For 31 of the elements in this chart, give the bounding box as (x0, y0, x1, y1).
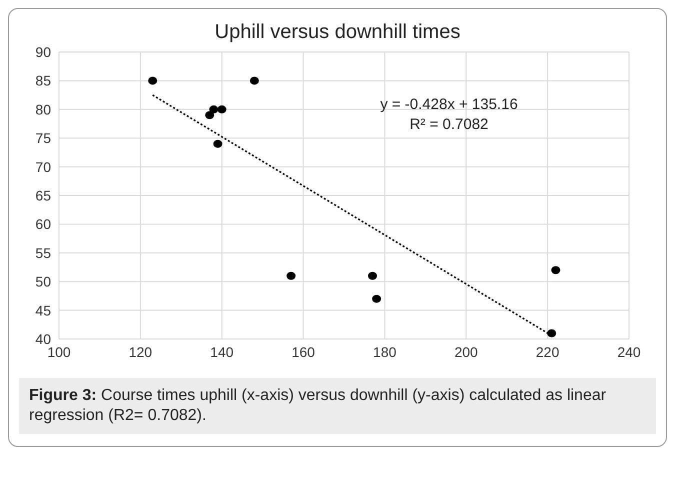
y-tick-label: 85 (35, 72, 52, 89)
point (551, 266, 560, 274)
x-tick-label: 180 (373, 344, 397, 360)
point (148, 76, 158, 85)
y-tick-label: 75 (35, 130, 52, 146)
y-tick-label: 55 (35, 244, 52, 261)
annotation: R² = 0.7082 (408, 116, 490, 133)
caption: Figure 3: Course times uphill (x-axis) versus downhill (y-axis) calculated as linear regression (R2= 0.7082). (19, 378, 656, 434)
y-tick-label: 90 (35, 44, 52, 60)
y-tick-label: 50 (35, 274, 52, 290)
point (286, 272, 296, 280)
annotation: y = -0.428x + 135.16 (379, 96, 519, 113)
y-tick-label: 80 (35, 101, 52, 118)
point (213, 140, 222, 148)
point (368, 272, 377, 280)
point (205, 111, 214, 120)
x-tick-label: 140 (210, 344, 234, 360)
point (209, 105, 218, 114)
y-tick-label: 70 (35, 158, 52, 175)
chart-title: Uphill versus downhill times (214, 21, 462, 44)
x-tick-label: 240 (617, 344, 641, 360)
x-tick-label: 160 (292, 344, 316, 360)
x-tick-label: 120 (128, 344, 152, 360)
point (250, 76, 259, 85)
point (217, 105, 226, 114)
x-tick-label: 220 (536, 344, 560, 360)
x-tick-label: 200 (454, 344, 478, 360)
point (372, 294, 382, 303)
y-tick-label: 65 (35, 187, 52, 204)
y-tick-label: 45 (35, 302, 52, 318)
y-tick-label: 60 (35, 216, 52, 232)
